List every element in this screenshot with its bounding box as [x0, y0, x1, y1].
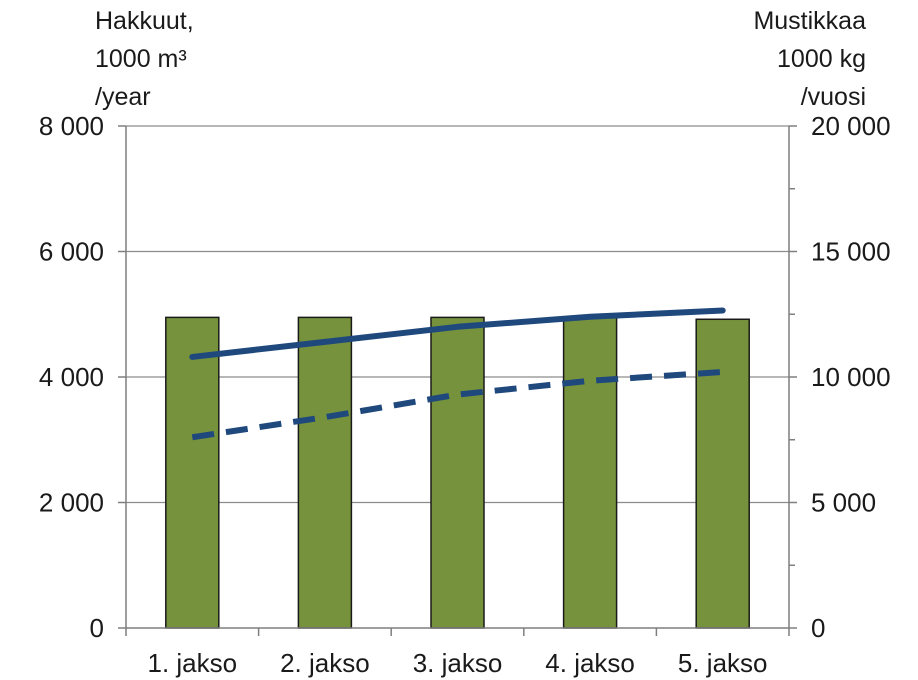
y-axis-left-tick-label: 0 — [90, 613, 104, 643]
y-axis-right-tick-label: 10 000 — [811, 362, 891, 392]
y-axis-left-tick-label: 4 000 — [39, 362, 104, 392]
dashed-series-line — [191, 368, 723, 441]
y-axis-left-title-line-3: /year — [95, 83, 151, 111]
solid-series-line — [189, 307, 726, 360]
x-axis-tick-label: 1. jakso — [147, 648, 237, 678]
y-axis-right-title-line-2: 1000 kg — [777, 45, 866, 73]
y-axis-left-tick-label: 8 000 — [39, 111, 104, 141]
series-lines — [189, 307, 726, 441]
y-axis-left-tick-label: 6 000 — [39, 237, 104, 267]
y-axis-left-title-line-2: 1000 m³ — [95, 45, 187, 73]
bar — [165, 316, 220, 629]
bars — [165, 316, 750, 629]
y-axis-right-title: Mustikkaa 1000 kg /vuosi — [753, 2, 866, 116]
y-axis-right-title-line-1: Mustikkaa — [753, 7, 866, 35]
bar — [430, 316, 485, 629]
x-axis-tick-label: 4. jakso — [545, 648, 635, 678]
y-axis-right-tick-label: 15 000 — [811, 237, 891, 267]
y-axis-left-title: Hakkuut, 1000 m³ /year — [95, 2, 194, 116]
bar — [695, 318, 750, 629]
tick-labels: 0 2 000 4 000 6 000 8 000 0 5 000 10 000 15 000 2… — [39, 111, 891, 678]
y-axis-right-tick-label: 20 000 — [811, 111, 891, 141]
y-axis-right-tick-label: 5 000 — [811, 488, 876, 518]
bar — [297, 316, 353, 629]
x-axis-tick-label: 2. jakso — [280, 648, 370, 678]
x-axis-tick-label: 3. jakso — [413, 648, 503, 678]
axes — [118, 125, 797, 636]
y-axis-left-title-line-1: Hakkuut, — [95, 7, 194, 35]
bar — [562, 316, 618, 629]
y-axis-right-title-line-3: /vuosi — [800, 83, 866, 111]
y-axis-right-tick-label: 0 — [811, 613, 825, 643]
y-axis-left-tick-label: 2 000 — [39, 488, 104, 518]
x-axis-tick-label: 5. jakso — [678, 648, 768, 678]
